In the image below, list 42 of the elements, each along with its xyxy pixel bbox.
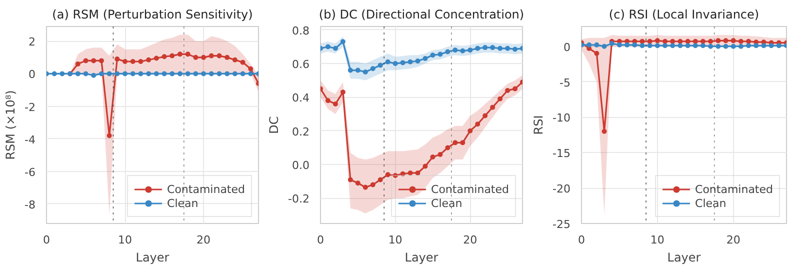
y-tick-label: 0.6: [292, 58, 310, 72]
y-tick-label: -2: [24, 100, 36, 114]
y-axis-title: DC: [267, 116, 282, 134]
y-tick-label: 0: [564, 40, 570, 54]
y-axis-title: RSM (×10⁸): [4, 90, 18, 160]
y-tick-label: 0: [28, 68, 36, 82]
y-tick-label: -8: [24, 198, 36, 212]
legend-label: Clean: [167, 196, 198, 210]
y-tick-label: 0.2: [292, 125, 310, 138]
y-tick-label: 0.4: [292, 92, 310, 105]
legend-label: Clean: [431, 196, 462, 210]
chart-title: (b) DC (Directional Concentration): [318, 8, 524, 22]
x-tick-label: 20: [196, 234, 211, 246]
y-tick-label: 2: [28, 36, 36, 49]
y-tick-label: -0.2: [288, 192, 310, 206]
x-axis-title: Layer: [136, 250, 170, 264]
chart-title: (a) RSM (Perturbation Sensitivity): [52, 8, 253, 22]
x-axis-title: Layer: [667, 250, 701, 264]
x-tick-label: 0: [43, 234, 50, 246]
y-tick-label: -5: [560, 76, 570, 90]
y-tick-label: -25: [552, 218, 570, 231]
legend-label: Contaminated: [431, 182, 509, 196]
y-tick-label: -6: [24, 166, 36, 179]
x-tick-label: 10: [388, 234, 402, 246]
x-tick-label: 10: [118, 234, 132, 246]
y-axis-title: RSI: [532, 115, 546, 135]
chart-title: (c) RSI (Local Invariance): [608, 8, 760, 22]
y-tick-label: -4: [24, 133, 36, 146]
y-tick-label: -20: [552, 182, 570, 196]
y-tick-label: -15: [552, 147, 570, 160]
x-tick-label: 20: [463, 234, 478, 246]
legend-label: Clean: [695, 196, 726, 210]
x-axis-title: Layer: [404, 250, 438, 264]
y-tick-label: -10: [552, 112, 570, 125]
x-tick-label: 0: [317, 234, 324, 246]
x-tick-label: 0: [578, 234, 585, 246]
legend-label: Contaminated: [167, 182, 245, 196]
x-tick-label: 10: [650, 234, 664, 246]
y-tick-label: 0.0: [292, 159, 310, 172]
y-tick-label: 0.8: [292, 24, 310, 38]
x-tick-label: 20: [726, 234, 740, 246]
legend-label: Contaminated: [695, 182, 773, 196]
